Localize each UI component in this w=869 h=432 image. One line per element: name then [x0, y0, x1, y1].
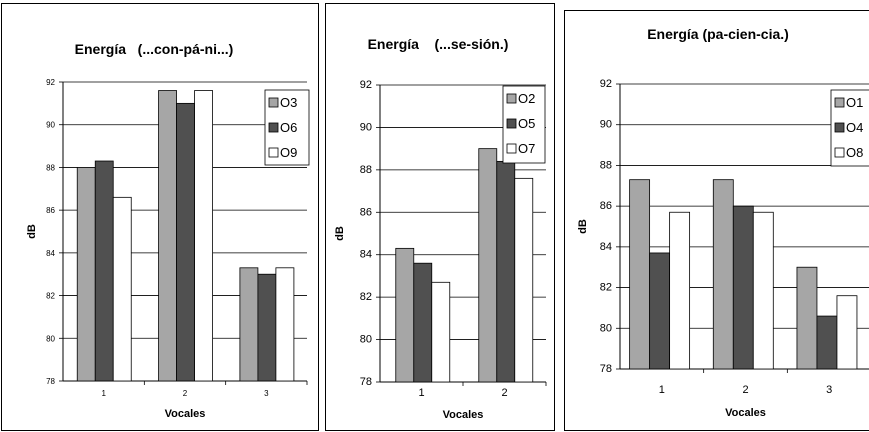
chart-3-svg: 78 80 82 84 86 88 90 92 1 2 3 Energía (pa-cien-cia.…: [577, 26, 869, 419]
y-tick-label: 90: [360, 121, 372, 133]
chart-panel-2: 78 80 82 84 86 88 90 92 1 2 Energía (...se-sión.) V…: [325, 3, 555, 431]
chart-2-svg: 78 80 82 84 86 88 90 92 1 2 Energía (...se-sión.) V…: [334, 36, 547, 421]
bar-o5: [496, 160, 516, 383]
x-tick-label: 3: [264, 389, 269, 398]
x-tick-label: 1: [659, 384, 665, 396]
y-axis-label: dB: [26, 224, 38, 239]
y-tick-label: 82: [600, 282, 612, 294]
bar-o7: [431, 281, 451, 383]
legend-label-o6: O6: [280, 120, 297, 135]
bar-o9: [112, 196, 132, 382]
y-tick-label: 80: [360, 334, 372, 346]
legend-label-o8: O8: [846, 145, 863, 160]
y-tick-label: 88: [46, 163, 55, 172]
y-tick-label: 92: [600, 78, 612, 90]
legend-label-o1: O1: [846, 95, 863, 110]
chart-panel-3: 78 80 82 84 86 88 90 92 1 2 3 Energía (pa-cien-cia.…: [564, 10, 869, 431]
bar-o6: [94, 160, 114, 382]
chart-title: Energía (...se-sión.): [368, 36, 509, 52]
y-tick-label: 88: [360, 164, 372, 176]
y-tick-label: 78: [360, 376, 372, 388]
chart-title: Energía (...con-pá-ni...): [75, 41, 234, 57]
bar-o1: [712, 179, 734, 370]
y-tick-label: 78: [46, 377, 55, 386]
x-tick-label: 1: [418, 387, 424, 399]
legend-label-o4: O4: [846, 120, 863, 135]
x-axis-label: Vocales: [725, 407, 766, 419]
y-tick-label: 84: [600, 241, 612, 253]
y-tick-label: 86: [360, 206, 372, 218]
bar-o9: [194, 90, 213, 382]
legend-label-o9: O9: [280, 145, 297, 160]
y-tick-label: 92: [46, 78, 55, 87]
y-tick-label: 86: [600, 200, 612, 212]
legend-label-o3: O3: [280, 95, 297, 110]
bar-o8: [836, 295, 858, 370]
bar-o4: [649, 252, 671, 370]
y-tick-label: 90: [46, 121, 55, 130]
legend-swatch-o3: [268, 97, 279, 108]
bar-o2: [478, 148, 498, 383]
bar-o6: [257, 273, 277, 382]
legend-label-o5: O5: [518, 116, 535, 131]
y-tick-label: 88: [600, 159, 612, 171]
y-tick-label: 86: [46, 206, 55, 215]
bar-o1: [629, 179, 651, 370]
y-tick-label: 90: [600, 119, 612, 131]
legend-label-o7: O7: [518, 141, 535, 156]
bar-o9: [275, 267, 295, 382]
bar-o3: [239, 267, 259, 382]
legend-swatch-o4: [834, 122, 845, 133]
bar-o8: [752, 211, 774, 370]
y-tick-label: 84: [360, 249, 372, 261]
y-axis-label: dB: [334, 226, 346, 241]
legend-label-o2: O2: [518, 91, 535, 106]
y-tick-label: 92: [360, 79, 372, 91]
bar-o6: [176, 102, 195, 382]
bar-o3: [158, 90, 177, 382]
legend-swatch-o6: [268, 122, 279, 133]
bar-o1: [796, 266, 818, 370]
legend-swatch-o2: [506, 93, 517, 104]
chart-title: Energía (pa-cien-cia.): [647, 26, 789, 42]
bar-o4: [732, 205, 754, 370]
y-tick-label: 82: [360, 291, 372, 303]
legend-swatch-o9: [268, 147, 279, 158]
chart-panel-1: 78 80 82 84 86 88 90 92 1 2 3 Energía (...con-pá-ni…: [1, 3, 319, 431]
bar-o2: [395, 247, 415, 383]
x-tick-label: 2: [183, 389, 188, 398]
legend-swatch-o7: [506, 143, 517, 154]
y-tick-label: 80: [46, 334, 55, 343]
x-tick-label: 1: [101, 389, 106, 398]
legend-swatch-o8: [834, 147, 845, 158]
bar-o7: [514, 177, 534, 383]
bar-o4: [816, 315, 838, 370]
bar-o3: [76, 167, 96, 382]
y-tick-label: 82: [46, 292, 55, 301]
x-tick-label: 2: [742, 384, 748, 396]
legend-swatch-o1: [834, 97, 845, 108]
y-tick-label: 80: [600, 322, 612, 334]
x-axis-label: Vocales: [443, 409, 484, 421]
y-tick-label: 78: [600, 363, 612, 375]
bar-o8: [669, 211, 691, 370]
y-tick-label: 84: [46, 249, 55, 258]
x-axis-label: Vocales: [165, 408, 206, 420]
bar-o5: [413, 262, 433, 383]
x-tick-label: 3: [826, 384, 832, 396]
y-axis-label: dB: [577, 219, 589, 234]
x-tick-label: 2: [501, 387, 507, 399]
chart-1-svg: 78 80 82 84 86 88 90 92 1 2 3 Energía (...con-pá-ni…: [26, 41, 310, 420]
legend-swatch-o5: [506, 118, 517, 129]
